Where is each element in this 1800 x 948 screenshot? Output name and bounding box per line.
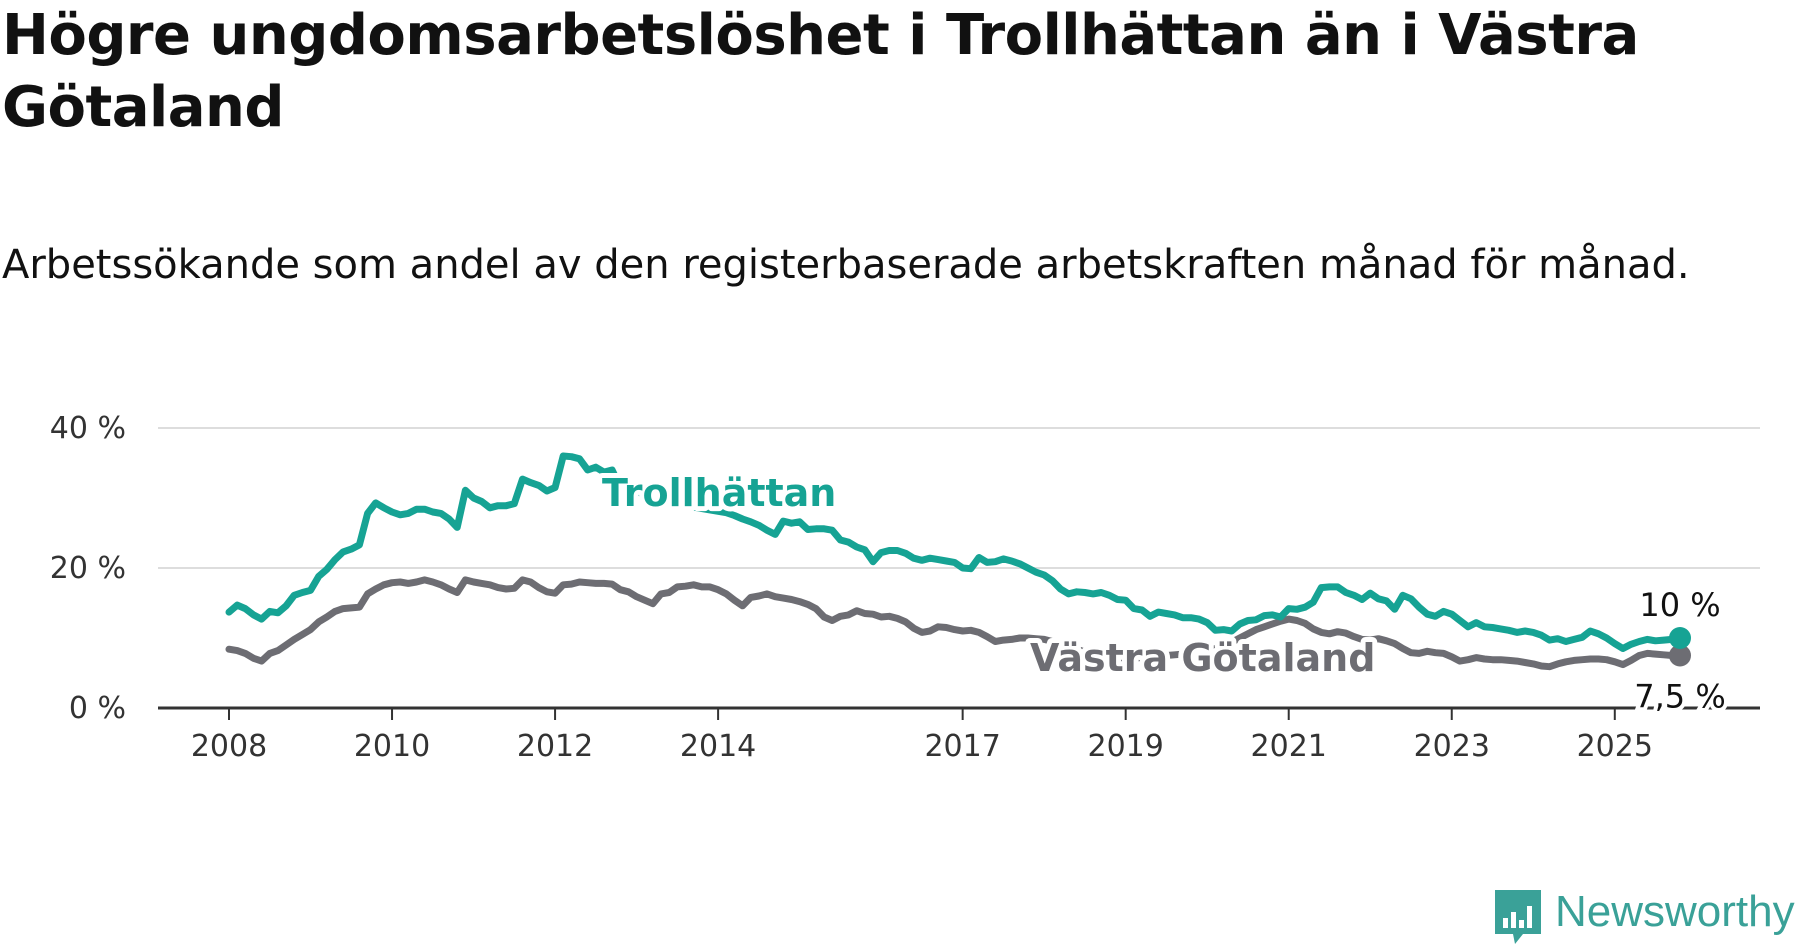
- x-tick-label: 2025: [1577, 729, 1653, 764]
- series-lines: [225, 452, 1691, 671]
- x-tick-label: 2019: [1088, 729, 1164, 764]
- series-line-trollhattan: [225, 452, 1684, 652]
- x-tick-label: 2012: [517, 729, 593, 764]
- x-axis: 2008 2010 2012 2014 2017 2019 2021 2023 2025: [158, 706, 1760, 764]
- x-tick-label: 2023: [1414, 729, 1490, 764]
- x-tick-label: 2010: [354, 729, 430, 764]
- y-tick-label: 20 %: [50, 551, 126, 586]
- series-name-trollhattan: Trollhättan: [602, 471, 836, 515]
- series-endpoint-vastra: [1669, 644, 1691, 667]
- series-name-vastra: Västra Götaland: [1030, 636, 1375, 680]
- series-labels: Västra Götaland 7,5 % Trollhättan 10 %: [597, 466, 1730, 720]
- series-end-label-vastra: 7,5 %: [1634, 678, 1725, 716]
- series-end-label-trollhattan: 10 %: [1639, 586, 1720, 624]
- x-tick-label: 2021: [1251, 729, 1327, 764]
- brand-name: Newsworthy: [1555, 887, 1795, 936]
- newsworthy-logo: Newsworthy: [1493, 884, 1795, 944]
- chart-title: Högre ungdomsarbetslöshet i Trollhättan …: [2, 3, 1639, 140]
- x-tick-label: 2014: [680, 729, 756, 764]
- bar-chart-speech-bubble-icon: [1495, 890, 1541, 944]
- chart-subtitle: Arbetssökande som andel av den registerb…: [2, 242, 1690, 288]
- y-axis: 0 % 20 % 40 %: [50, 411, 126, 726]
- series-endpoint-trollhattan: [1669, 627, 1691, 649]
- x-tick-label: 2008: [191, 729, 267, 764]
- y-tick-label: 0 %: [69, 691, 126, 726]
- x-tick-label: 2017: [924, 729, 1000, 764]
- y-tick-label: 40 %: [50, 411, 126, 446]
- series-line-vastra: [225, 576, 1684, 671]
- line-chart: 0 % 20 % 40 % 2008 2010 2012 2014 2017 2019 2021…: [50, 411, 1760, 764]
- gridlines: [158, 427, 1760, 569]
